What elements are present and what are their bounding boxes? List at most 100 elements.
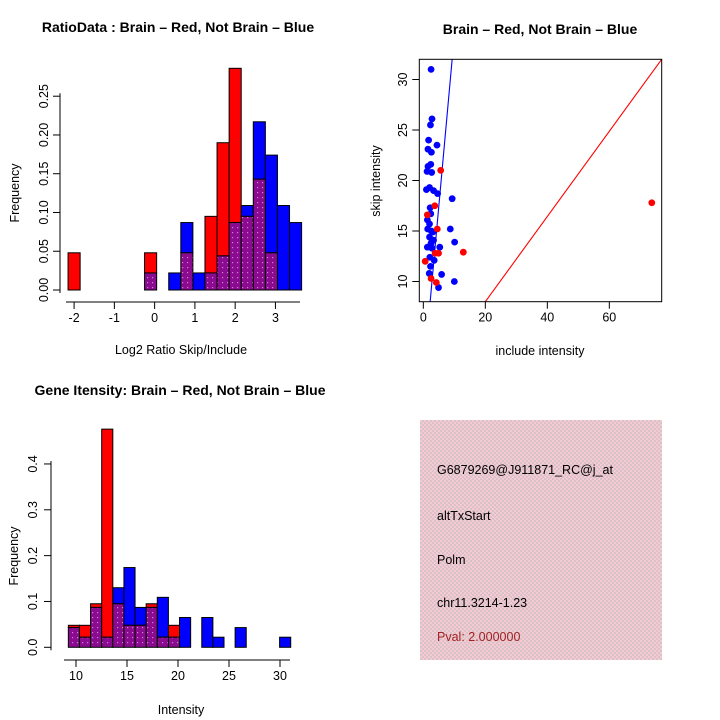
data-point xyxy=(428,169,436,176)
info-event-type: altTxStart xyxy=(437,509,491,523)
data-point xyxy=(427,121,434,129)
tick-label: 0.2 xyxy=(26,547,40,564)
tick-label: 0.25 xyxy=(37,84,51,108)
data-point xyxy=(425,136,432,144)
tick-label: 20 xyxy=(478,311,492,325)
tick-label: 0 xyxy=(420,311,427,325)
bar-segment-blue xyxy=(180,222,194,254)
data-point xyxy=(438,271,446,278)
series-not-brain xyxy=(423,66,459,291)
bar-segment-overlap xyxy=(252,178,266,291)
bar-segment-red xyxy=(67,252,81,291)
tick-label: 0.15 xyxy=(37,162,51,186)
bar-segment-overlap xyxy=(228,222,242,291)
intensity-scatter-plot: 0 20 40 60 10 15 20 25 30 xyxy=(396,58,663,325)
data-point xyxy=(431,202,439,210)
bar-segment-red xyxy=(204,215,218,274)
data-point xyxy=(423,211,431,219)
data-point xyxy=(427,275,435,282)
data-point xyxy=(451,238,459,246)
bar-segment-blue xyxy=(168,272,182,291)
scatter-xlabel: include intensity xyxy=(495,344,585,358)
bar-segment-blue xyxy=(123,567,136,626)
data-point xyxy=(421,257,429,265)
tick-label: 15 xyxy=(396,224,410,238)
bar-segment-blue xyxy=(201,617,214,648)
bar-segment-red xyxy=(167,624,181,638)
bar-segment-blue xyxy=(264,154,278,254)
bar-segment-overlap xyxy=(101,636,114,648)
bar-segment-overlap xyxy=(144,272,158,291)
tick-label: 0.20 xyxy=(37,123,51,147)
tick-label: -1 xyxy=(109,311,120,325)
tick-label: 0.00 xyxy=(37,278,51,302)
ratio-histogram-ylabel: Frequency xyxy=(8,163,22,223)
data-point xyxy=(424,162,432,170)
data-point xyxy=(450,278,458,285)
ratio-histogram-title: RatioData : Brain – Red, Not Brain – Blu… xyxy=(41,19,315,35)
bar-segment-blue xyxy=(240,205,254,217)
data-point xyxy=(648,199,656,207)
tick-label: 0.1 xyxy=(26,593,40,610)
data-point xyxy=(427,66,435,73)
bar-segment-overlap xyxy=(78,636,92,648)
tick-label: 25 xyxy=(222,669,236,683)
tick-label: 2 xyxy=(232,311,239,325)
tick-label: 60 xyxy=(602,311,616,325)
data-point xyxy=(427,262,434,270)
plot-box xyxy=(418,58,663,303)
tick-label: 1 xyxy=(191,311,198,325)
info-chromosome-location: chr11.3214-1.23 xyxy=(437,596,528,610)
histogram-bars xyxy=(67,428,292,648)
tick-label: 25 xyxy=(396,123,410,137)
series-brain xyxy=(421,167,656,286)
bar-segment-overlap xyxy=(123,624,136,648)
tick-label: 0.10 xyxy=(37,200,51,224)
tick-label: 0.05 xyxy=(37,239,51,263)
tick-label: 0.0 xyxy=(26,639,40,656)
tick-label: 3 xyxy=(272,311,279,325)
bar-segment-red xyxy=(228,67,242,224)
data-point xyxy=(433,141,441,149)
bar-segment-red xyxy=(216,142,230,257)
data-point xyxy=(428,115,436,123)
bar-segment-blue xyxy=(179,617,192,648)
gene-info-box: G6879269@J911871_RC@j_at altTxStart Polm… xyxy=(420,420,662,660)
ratio-histogram-plot: 0.00 0.05 0.10 0.15 0.20 0.25 -2 -1 0 1 2 3 xyxy=(37,67,303,325)
tick-label: 30 xyxy=(273,669,287,683)
tick-label: 0 xyxy=(151,311,158,325)
tick-label: 0.3 xyxy=(26,501,40,518)
tick-label: 10 xyxy=(396,275,410,289)
fit-lines xyxy=(429,58,663,303)
info-pval: Pval: 2.000000 xyxy=(437,630,521,644)
data-point xyxy=(437,167,445,174)
ratio-histogram-xlabel: Log2 Ratio Skip/Include xyxy=(114,343,248,357)
data-point xyxy=(428,244,436,252)
bar-segment-blue xyxy=(289,222,303,291)
scatter-ylabel: skip intensity xyxy=(369,145,383,217)
bar-segment-overlap xyxy=(90,606,103,648)
tick-label: -2 xyxy=(69,311,80,325)
data-point xyxy=(459,248,467,256)
bar-segment-red xyxy=(90,603,103,608)
tick-label: 0.4 xyxy=(26,455,40,472)
bar-segment-overlap xyxy=(145,606,158,648)
bar-segment-overlap xyxy=(264,252,278,291)
bar-segment-overlap xyxy=(216,255,230,291)
histogram-bars xyxy=(67,67,303,291)
bar-segment-overlap xyxy=(112,603,125,648)
bar-segment-red xyxy=(101,428,114,638)
bar-segment-blue xyxy=(134,606,147,626)
bar-segment-blue xyxy=(276,205,291,291)
data-point xyxy=(446,225,454,233)
bar-segment-blue xyxy=(212,636,225,648)
red-fit-line xyxy=(484,58,663,303)
bar-segment-overlap xyxy=(156,636,169,648)
info-gene-symbol: Polm xyxy=(437,553,466,567)
bar-segment-overlap xyxy=(67,627,80,648)
bar-segment-overlap xyxy=(204,272,218,291)
tick-label: 20 xyxy=(171,669,185,683)
gene-histogram-title: Gene Itensity: Brain – Red, Not Brain – … xyxy=(34,382,326,398)
tick-label: 40 xyxy=(540,311,554,325)
